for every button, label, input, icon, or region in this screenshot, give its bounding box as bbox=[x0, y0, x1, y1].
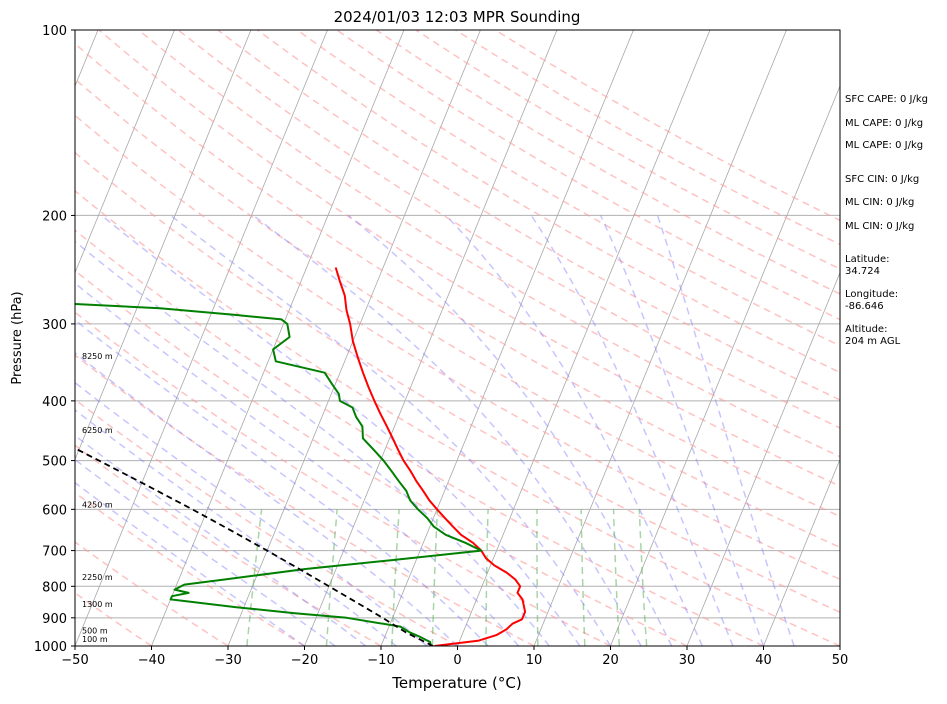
y-tick-label: 700 bbox=[42, 545, 67, 560]
latitude-label: Latitude: bbox=[845, 254, 890, 265]
y-tick-label: 100 bbox=[42, 24, 67, 39]
height-label: 500 m bbox=[82, 627, 108, 636]
y-tick-label: 400 bbox=[42, 395, 67, 410]
chart-title: 2024/01/03 12:03 MPR Sounding bbox=[334, 8, 581, 26]
height-label: 100 m bbox=[82, 635, 108, 644]
stats-panel: SFC CAPE: 0 J/kg ML CAPE: 0 J/kg ML CAPE… bbox=[845, 94, 928, 347]
sfc-cape-text: SFC CAPE: 0 J/kg bbox=[845, 94, 928, 105]
x-tick-label: −10 bbox=[367, 653, 394, 668]
y-axis-label: Pressure (hPa) bbox=[10, 291, 25, 384]
ml-cin-text-2: ML CIN: 0 J/kg bbox=[845, 221, 914, 232]
longitude-label: Longitude: bbox=[845, 289, 898, 300]
height-label: 1300 m bbox=[82, 600, 113, 609]
sfc-cin-text: SFC CIN: 0 J/kg bbox=[845, 174, 919, 185]
longitude-value: -86.646 bbox=[845, 301, 884, 312]
ml-cape-text-2: ML CAPE: 0 J/kg bbox=[845, 140, 923, 151]
x-tick-label: 50 bbox=[832, 653, 849, 668]
altitude-label: Altitude: bbox=[845, 324, 887, 335]
x-tick-label: 10 bbox=[526, 653, 543, 668]
ml-cape-text: ML CAPE: 0 J/kg bbox=[845, 118, 923, 129]
x-tick-label: 30 bbox=[679, 653, 696, 668]
x-tick-label: −50 bbox=[61, 653, 88, 668]
height-label: 6250 m bbox=[82, 426, 113, 435]
height-label: 2250 m bbox=[82, 573, 113, 582]
height-label: 4250 m bbox=[82, 501, 113, 510]
x-tick-label: 0 bbox=[453, 653, 461, 668]
ml-cin-text: ML CIN: 0 J/kg bbox=[845, 197, 914, 208]
x-tick-label: 20 bbox=[602, 653, 619, 668]
x-tick-label: 40 bbox=[755, 653, 772, 668]
height-label: 8250 m bbox=[82, 352, 113, 361]
x-tick-label: −30 bbox=[214, 653, 241, 668]
latitude-value: 34.724 bbox=[845, 266, 880, 277]
y-tick-label: 300 bbox=[42, 318, 67, 333]
y-tick-label: 500 bbox=[42, 455, 67, 470]
y-tick-label: 900 bbox=[42, 612, 67, 627]
y-axis-ticks: 100 200 300 400 500 600 700 800 900 1000 bbox=[34, 24, 75, 655]
y-tick-label: 200 bbox=[42, 209, 67, 224]
x-axis-ticks: −50 −40 −30 −20 −10 0 10 20 30 40 50 bbox=[61, 646, 848, 668]
y-tick-label: 1000 bbox=[34, 640, 67, 655]
altitude-value: 204 m AGL bbox=[845, 336, 901, 347]
x-axis-label: Temperature (°C) bbox=[391, 674, 521, 692]
y-tick-label: 800 bbox=[42, 580, 67, 595]
y-tick-label: 600 bbox=[42, 503, 67, 518]
x-tick-label: −20 bbox=[291, 653, 318, 668]
x-tick-label: −40 bbox=[138, 653, 165, 668]
